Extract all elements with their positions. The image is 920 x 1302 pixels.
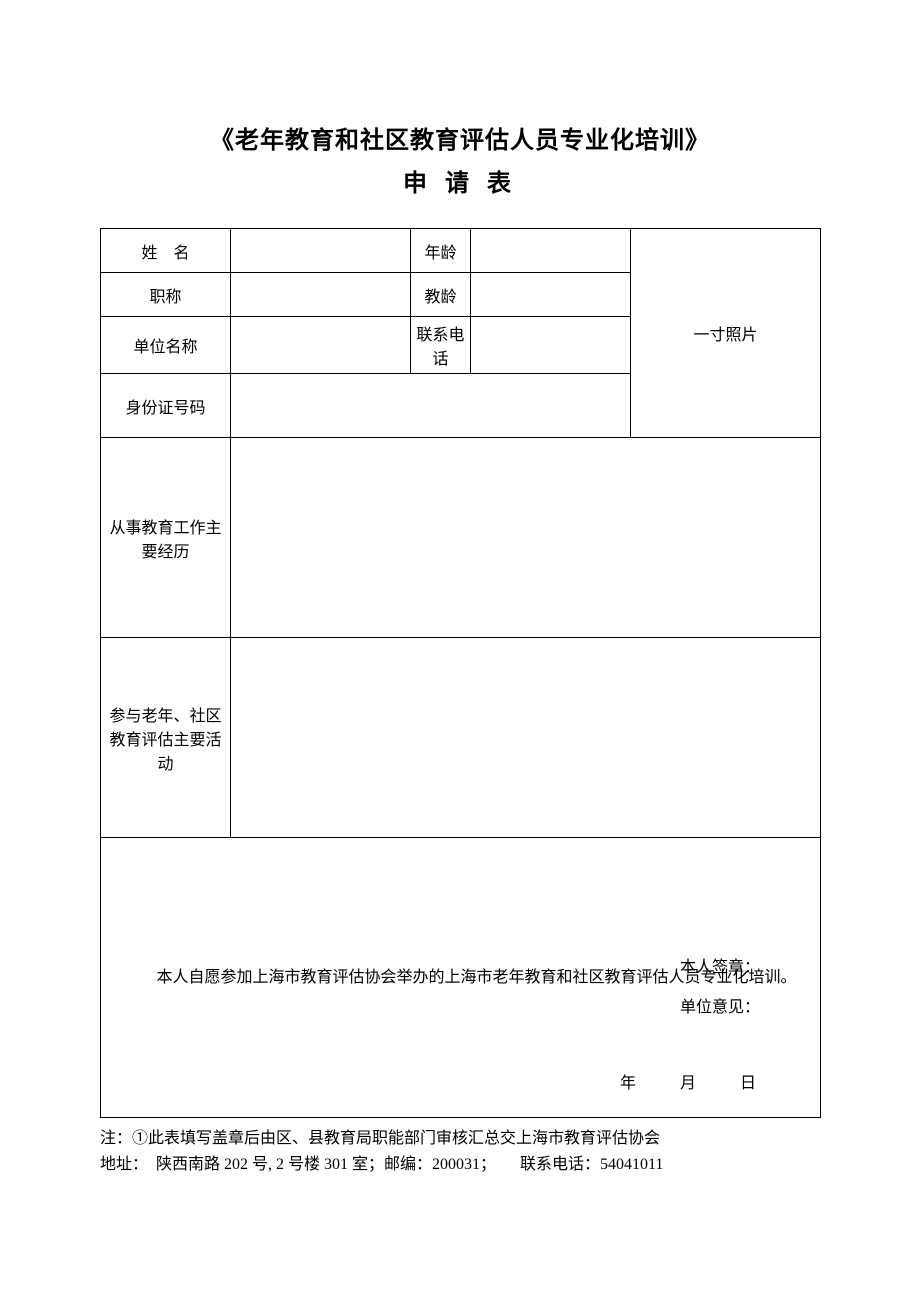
photo-placeholder[interactable]: 一寸照片 — [631, 229, 821, 438]
org-label: 单位名称 — [101, 317, 231, 374]
form-title-block: 《老年教育和社区教育评估人员专业化培训》 申 请 表 — [100, 120, 820, 198]
footer-note-2: 地址： 陕西南路 202 号, 2 号楼 301 室；邮编：200031； 联系… — [100, 1152, 820, 1178]
age-label: 年龄 — [411, 229, 471, 273]
date-label: 年 月 日 — [620, 1069, 760, 1093]
form-title-line2: 申 请 表 — [100, 163, 820, 198]
name-label: 姓 名 — [101, 229, 231, 273]
teachyears-field[interactable] — [471, 273, 631, 317]
applicant-sign-label: 本人签章： — [680, 948, 760, 988]
jobtitle-field[interactable] — [231, 273, 411, 317]
activity-label: 参与老年、社区教育评估主要活动 — [101, 638, 231, 838]
name-field[interactable] — [231, 229, 411, 273]
phone-label: 联系电话 — [411, 317, 471, 374]
activity-field[interactable] — [231, 638, 821, 838]
idnumber-field[interactable] — [231, 374, 631, 438]
phone-field[interactable] — [471, 317, 631, 374]
jobtitle-label: 职称 — [101, 273, 231, 317]
form-title-line1: 《老年教育和社区教育评估人员专业化培训》 — [100, 120, 820, 155]
org-opinion-label: 单位意见： — [680, 988, 760, 1028]
footer-note-1: 注：①此表填写盖章后由区、县教育局职能部门审核汇总交上海市教育评估协会 — [100, 1126, 820, 1152]
org-field[interactable] — [231, 317, 411, 374]
application-form-table: 姓 名 年龄 一寸照片 职称 教龄 单位名称 联系电话 身份证号码 从事教育工作… — [100, 228, 821, 1118]
signature-block: 本人签章： 单位意见： — [680, 948, 760, 1028]
experience-field[interactable] — [231, 438, 821, 638]
declaration-cell: 本人自愿参加上海市教育评估协会举办的上海市老年教育和社区教育评估人员专业化培训。… — [101, 838, 821, 1118]
idnumber-label: 身份证号码 — [101, 374, 231, 438]
teachyears-label: 教龄 — [411, 273, 471, 317]
experience-label: 从事教育工作主要经历 — [101, 438, 231, 638]
footer-notes: 注：①此表填写盖章后由区、县教育局职能部门审核汇总交上海市教育评估协会 地址： … — [100, 1126, 820, 1178]
age-field[interactable] — [471, 229, 631, 273]
